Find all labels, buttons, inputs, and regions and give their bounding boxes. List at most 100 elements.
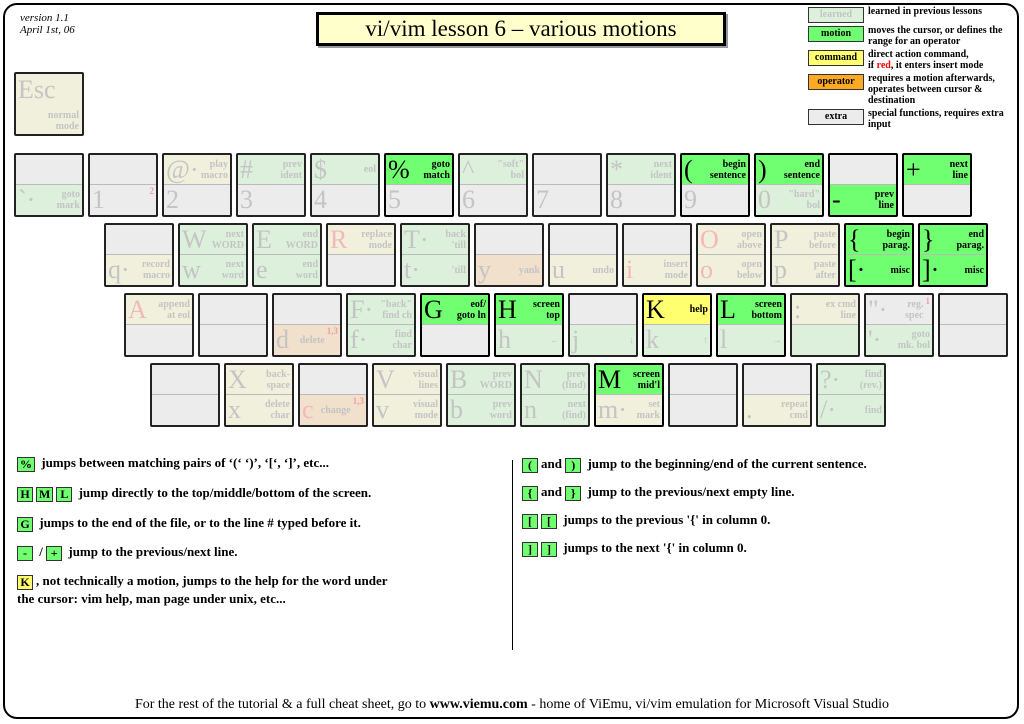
legend-desc-c: , it enters insert mode [890, 60, 984, 71]
key[interactable]: {begin parag. [· misc [844, 223, 914, 287]
key[interactable]: } end parag.]· misc [918, 223, 988, 287]
key-lower-half: d delete 1,3 [274, 325, 340, 355]
key-esc[interactable]: Esc normal mode [14, 72, 84, 136]
key-badge: M [36, 486, 54, 502]
note-text: jumps to the next '{' in column 0. [560, 540, 747, 555]
legend-item: command direct action command, if red, it … [808, 49, 1022, 71]
key[interactable] [938, 293, 1008, 357]
key-label: misc [890, 264, 910, 276]
key-lower-half: f· find char [348, 325, 414, 355]
key-shift-half [940, 295, 1006, 325]
key-label: goto mk. bol [897, 329, 930, 351]
key[interactable]: # prev ident 3 [236, 153, 306, 217]
key[interactable]: $ eol 4 [310, 153, 380, 217]
legend-desc-red: red [876, 60, 891, 71]
viemu-link[interactable]: www.viemu.com [429, 697, 528, 712]
key-lower-half [200, 325, 266, 355]
key-label: find [864, 404, 882, 416]
key-char: j [572, 325, 580, 354]
key-label: screen top [532, 298, 560, 321]
key[interactable]: T· back 'till t· 'till [400, 223, 470, 287]
key-shift-half: ^ "soft" bol [460, 155, 526, 185]
key-char: : [794, 295, 802, 324]
key-char: $ [314, 155, 327, 184]
key-char: P [774, 225, 789, 254]
key[interactable]: ) end sentence 0 "hard" bol [754, 153, 824, 217]
note-text: jump to the previous/next line. [65, 544, 238, 559]
key-label: delete char [265, 399, 290, 421]
key[interactable] [150, 363, 220, 427]
key-shift-half [300, 365, 366, 395]
key[interactable] [198, 293, 268, 357]
key[interactable]: q· record macro [104, 223, 174, 287]
key[interactable]: * next ident 8 [606, 153, 676, 217]
key-label: prev WORD [479, 368, 512, 391]
key-label: paste after [813, 259, 836, 281]
key-label: insert mode [663, 259, 688, 281]
key-shift-half [550, 225, 616, 255]
key[interactable]: j ↓ [568, 293, 638, 357]
key-char: d [276, 325, 289, 354]
key-shift-half: {begin parag. [846, 225, 912, 255]
key[interactable]: % goto match 5 [384, 153, 454, 217]
key[interactable]: y yank [474, 223, 544, 287]
legend-item: learned learned in previous lessons [808, 6, 1022, 23]
key[interactable]: @· play macro 2 [162, 153, 232, 217]
key[interactable]: i insert mode [622, 223, 692, 287]
key[interactable]: : ex cmd line [790, 293, 860, 357]
key-char: w [182, 255, 201, 284]
key[interactable]: "· reg. spec 1 '· goto mk. bol [864, 293, 934, 357]
key[interactable] [668, 363, 738, 427]
note: (and ) jump to the beginning/end of the … [522, 455, 867, 473]
key[interactable]: u undo [548, 223, 618, 287]
key-char: W [182, 225, 207, 254]
key[interactable]: . repeat cmd [742, 363, 812, 427]
key[interactable]: `· goto mark [14, 153, 84, 217]
key-lower-half: j ↓ [570, 325, 636, 355]
key-char: v [376, 395, 389, 424]
legend-swatch-motion: motion [808, 26, 864, 42]
key-label: "hard" bol [788, 189, 820, 211]
key-badge: ( [522, 457, 538, 473]
key-lower-half [126, 325, 192, 355]
key[interactable]: 7 [532, 153, 602, 217]
legend-desc: learned in previous lessons [868, 6, 982, 17]
key[interactable]: d delete 1,3 [272, 293, 342, 357]
key[interactable]: F· "back" find ch f· find char [346, 293, 416, 357]
key-label: next word [221, 259, 244, 281]
key-char: e [256, 255, 268, 284]
key[interactable]: c change 1,3 [298, 363, 368, 427]
key-label: undo [592, 264, 614, 276]
key-label: prev word [489, 399, 512, 421]
version-info: version 1.1 April 1st, 06 [20, 12, 75, 36]
key[interactable]: ^ "soft" bol 6 [458, 153, 528, 217]
note: K, not technically a motion, jumps to th… [17, 572, 387, 607]
key[interactable]: (begin sentence 9 [680, 153, 750, 217]
key[interactable]: ?· find (rev.) /· find [816, 363, 886, 427]
page-frame [3, 3, 1019, 719]
key[interactable]: + next line [902, 153, 972, 217]
key-lower-half: i insert mode [624, 255, 690, 285]
key-char: 9 [684, 185, 697, 214]
key[interactable]: - prev line [828, 153, 898, 217]
